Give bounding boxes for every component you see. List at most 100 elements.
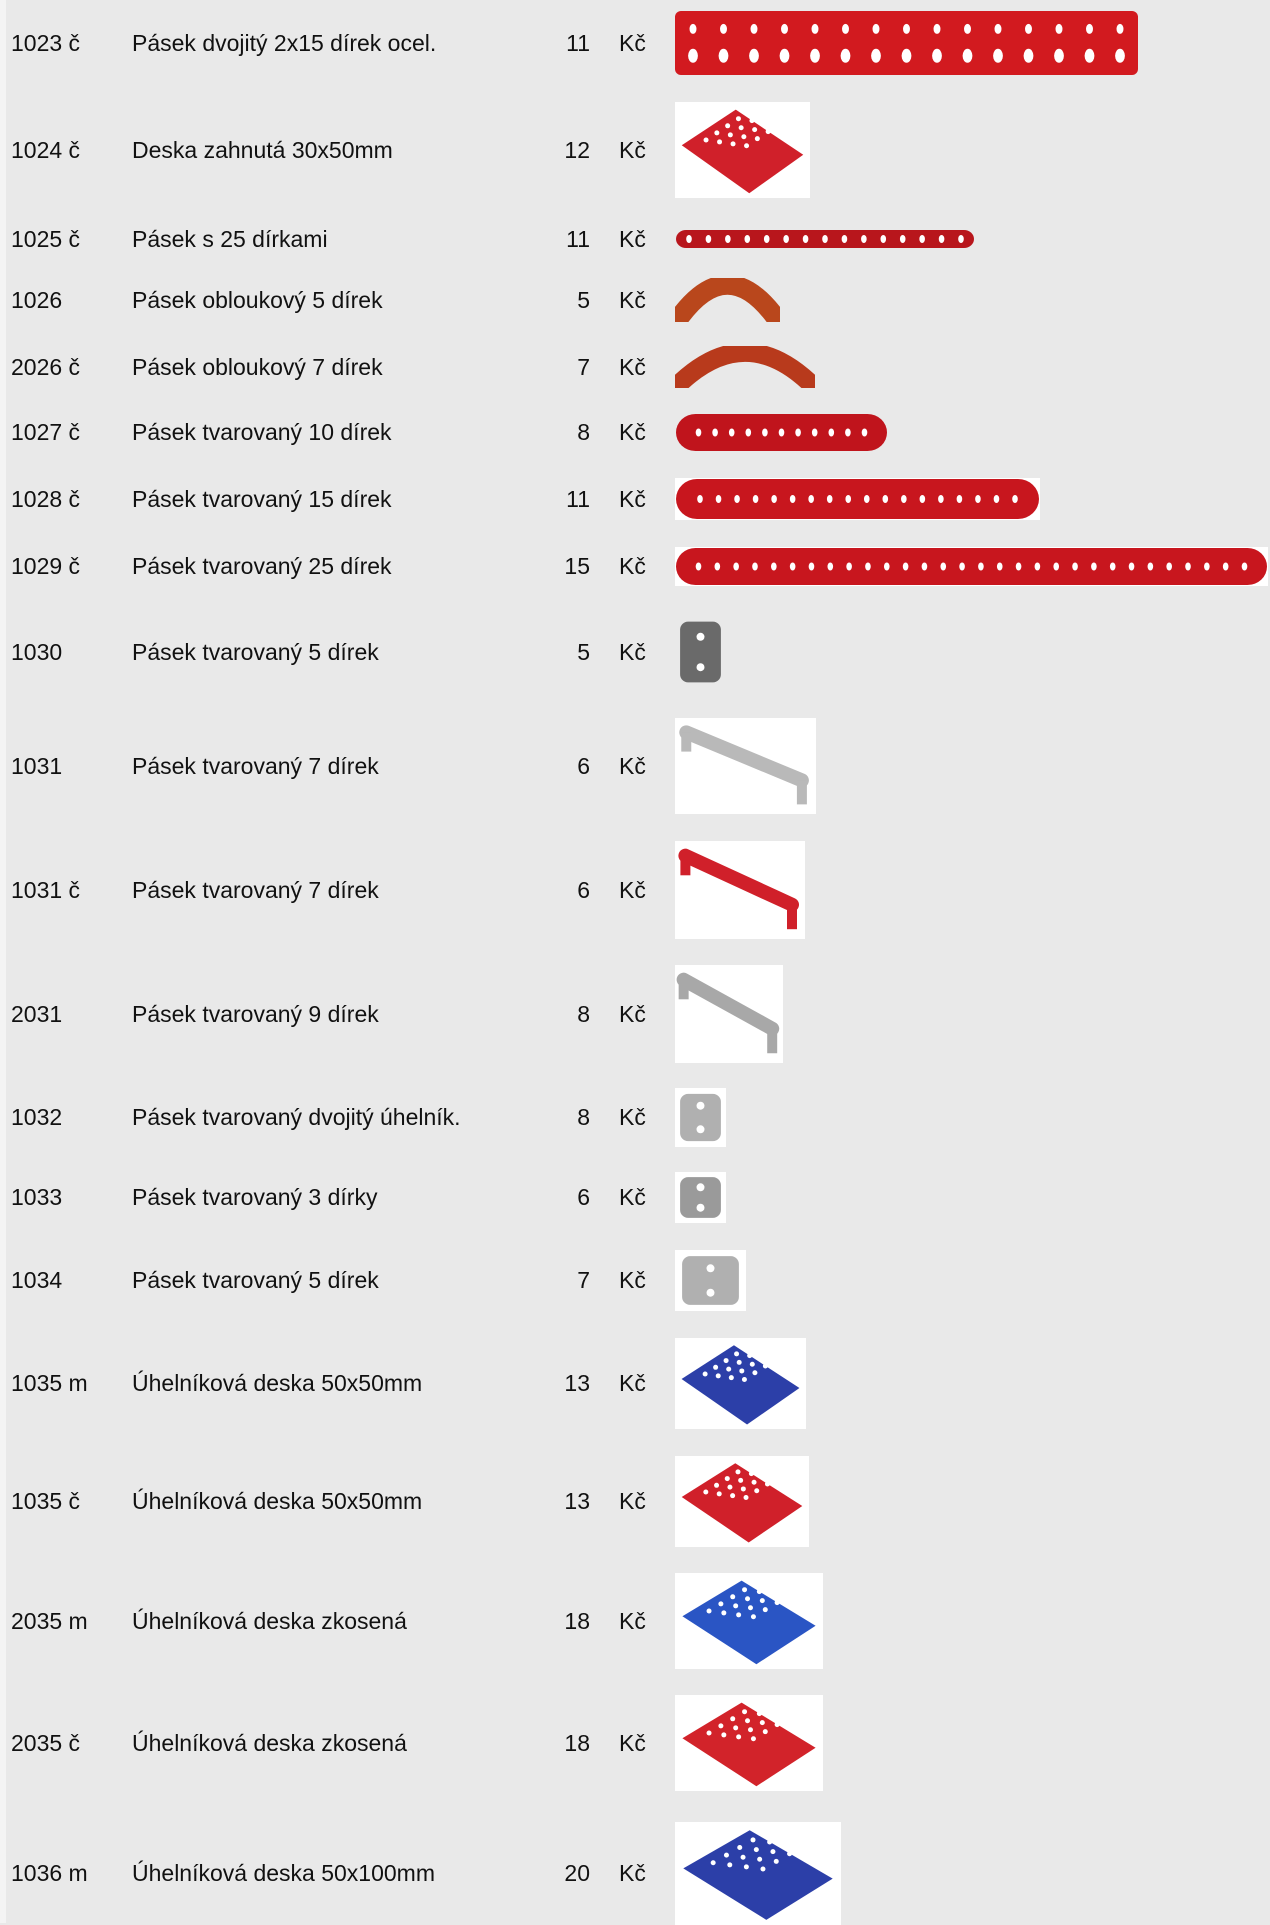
part [679, 352, 811, 384]
hole [827, 495, 833, 503]
hole [873, 24, 880, 34]
product-image [675, 478, 1040, 520]
product-image [675, 1172, 726, 1223]
hole [751, 24, 758, 34]
hole [753, 495, 759, 503]
hole [749, 1471, 754, 1476]
left-strip [0, 0, 6, 1923]
currency: Kč [619, 999, 646, 1029]
product-code: 2035 č [11, 1728, 80, 1758]
product-image [675, 1822, 841, 1925]
hole [810, 49, 820, 63]
hole [696, 563, 702, 571]
hole [865, 563, 871, 571]
hole [720, 24, 727, 34]
part [676, 479, 1039, 519]
product-price: 11 [530, 224, 590, 254]
hole [1110, 563, 1116, 571]
product-name: Pásek tvarovaný 10 dírek [132, 417, 392, 447]
hole [1053, 563, 1059, 571]
hole [767, 1839, 772, 1844]
hole [1072, 563, 1078, 571]
hole [725, 235, 731, 243]
hole [827, 563, 833, 571]
product-name: Pásek s 25 dírkami [132, 224, 328, 254]
product-image [675, 102, 810, 198]
hole [783, 235, 789, 243]
currency: Kč [619, 875, 646, 905]
hole [770, 1849, 775, 1854]
hole [882, 495, 888, 503]
hole [711, 1860, 716, 1865]
product-image [675, 413, 888, 452]
product-code: 1035 m [11, 1368, 88, 1398]
hole [712, 429, 718, 437]
hole [862, 429, 868, 437]
product-price: 11 [530, 28, 590, 58]
hole [763, 1607, 768, 1612]
hole [757, 1857, 762, 1862]
product-price: 8 [530, 999, 590, 1029]
hole [746, 429, 752, 437]
hole [861, 235, 867, 243]
hole [727, 1862, 732, 1867]
hole [724, 1358, 729, 1363]
product-price: 18 [530, 1728, 590, 1758]
hole [741, 134, 746, 139]
hole [757, 1589, 762, 1594]
product-image [675, 718, 816, 814]
hole [842, 24, 849, 34]
product-name: Pásek dvojitý 2x15 dírek ocel. [132, 28, 436, 58]
hole [751, 1736, 756, 1741]
hole [733, 563, 739, 571]
product-name: Pásek tvarovaný 5 dírek [132, 637, 379, 667]
hole [744, 1495, 749, 1500]
hole [1115, 49, 1125, 63]
hole [760, 1866, 765, 1871]
product-code: 1035 č [11, 1486, 80, 1516]
hole [884, 563, 890, 571]
hole [1012, 495, 1018, 503]
product-code: 1030 [11, 637, 62, 667]
hole [727, 1485, 732, 1490]
part [682, 1256, 739, 1305]
hole [864, 495, 870, 503]
currency: Kč [619, 551, 646, 581]
part [676, 548, 1267, 585]
hole [957, 495, 963, 503]
product-price: 15 [530, 551, 590, 581]
hole [744, 1864, 749, 1869]
hole [1054, 49, 1064, 63]
hole [697, 1204, 705, 1212]
currency: Kč [619, 135, 646, 165]
hole [773, 1357, 778, 1362]
hole [741, 1855, 746, 1860]
hole [871, 49, 881, 63]
currency: Kč [619, 1368, 646, 1398]
hole [719, 49, 729, 63]
product-price: 20 [530, 1858, 590, 1888]
hole [688, 49, 698, 63]
product-price: 13 [530, 1486, 590, 1516]
currency: Kč [619, 1265, 646, 1295]
hole [1185, 563, 1191, 571]
hole [774, 1859, 779, 1864]
product-price: 6 [530, 875, 590, 905]
hole [697, 1102, 705, 1110]
hole [822, 235, 828, 243]
product-name: Pásek obloukový 7 dírek [132, 352, 383, 382]
hole [776, 122, 781, 127]
product-price: 11 [530, 484, 590, 514]
hole [751, 1614, 756, 1619]
hole [975, 495, 981, 503]
currency: Kč [619, 1486, 646, 1516]
hole [1204, 563, 1210, 571]
hole [1223, 563, 1229, 571]
hole [730, 1594, 735, 1599]
hole [779, 429, 785, 437]
hole [993, 49, 1003, 63]
hole [748, 1727, 753, 1732]
hole [734, 1351, 739, 1356]
hole [697, 1125, 705, 1133]
hole [934, 24, 941, 34]
